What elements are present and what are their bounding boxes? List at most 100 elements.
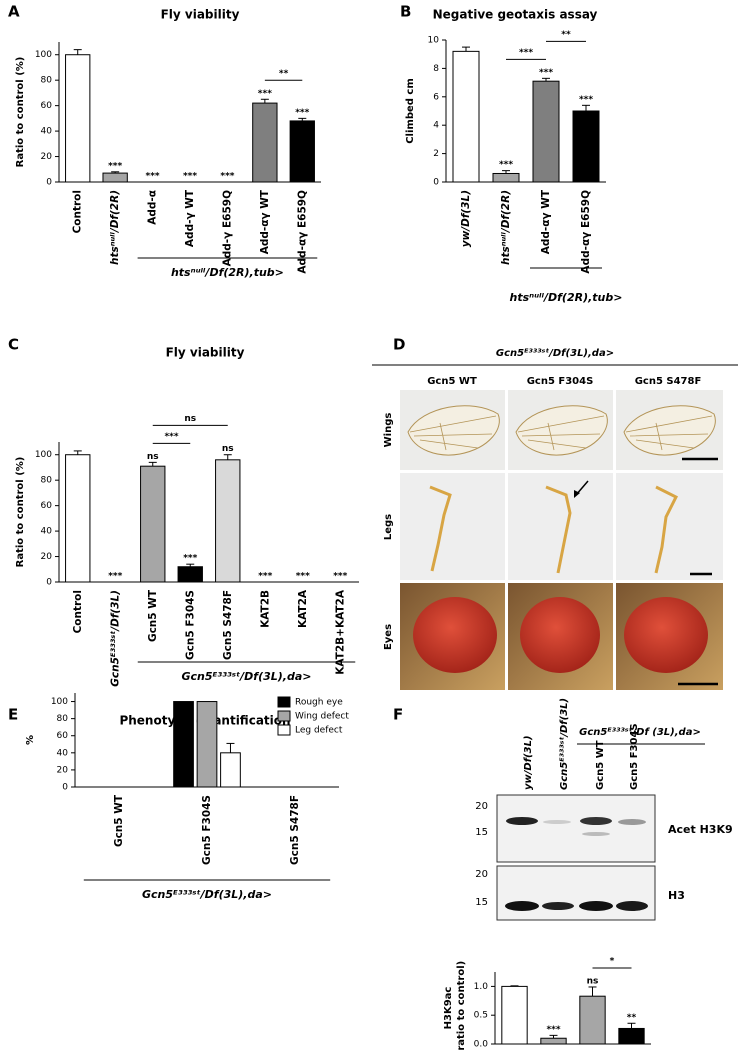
bar: [289, 120, 315, 183]
bar: [220, 752, 241, 788]
leg-photo: [616, 473, 723, 580]
legend-swatch: [277, 696, 291, 708]
bar: [65, 454, 91, 583]
x-tick-label: Gcn5 F304S: [201, 795, 213, 865]
y-tick-label: 20: [57, 765, 69, 775]
image-panel: D Gcn5ᴱ³³³ˢᵗ/Df(3L),da> Gcn5 WT Gcn5 F30…: [372, 336, 738, 690]
legend-label: Rough eye: [295, 698, 343, 708]
x-tick-label: Add-α: [147, 190, 159, 225]
group-label: Gcn5ᴱ³³³ˢᵗ/Df(3L),da>: [142, 888, 272, 901]
blot-band: [582, 832, 610, 836]
significance-label: ***: [579, 95, 593, 105]
bar: [177, 566, 203, 583]
y-tick-label: 0.5: [474, 1011, 488, 1021]
blot-band: [579, 901, 613, 911]
eye-photo: [400, 583, 505, 690]
y-tick-label: 100: [35, 450, 52, 460]
y-tick-label: 80: [57, 714, 69, 724]
bar: [196, 701, 218, 788]
blot-band: [543, 820, 571, 824]
y-tick-label: 6: [433, 92, 439, 102]
x-tick-label: Add-αγ E659Q: [580, 190, 592, 274]
group-label: htsⁿᵘˡˡ/Df(2R),tub>: [510, 291, 623, 304]
row-label: Eyes: [383, 624, 394, 650]
x-tick-label: yw/Df(3L): [460, 190, 472, 247]
significance-label: ***: [146, 172, 160, 182]
eye-photos: [400, 583, 723, 690]
x-tick-label: KAT2B: [259, 590, 271, 628]
panel-letter: A: [8, 3, 20, 21]
significance-label: ***: [258, 572, 272, 582]
chart-title: Negative geotaxis assay: [433, 8, 598, 22]
column-label: Gcn5 WT: [427, 376, 477, 387]
x-tick-label: Gcn5 S478F: [222, 590, 234, 660]
bar: [102, 172, 128, 183]
significance-label: ***: [295, 108, 309, 118]
bracket-label: **: [279, 69, 289, 79]
legend-label: Leg defect: [295, 726, 343, 736]
x-tick-label: Add-γ WT: [184, 189, 196, 247]
significance-label: ***: [296, 572, 310, 582]
significance-label: ***: [546, 1025, 560, 1035]
mw-marker: 15: [475, 897, 488, 908]
mw-marker: 20: [475, 869, 488, 880]
chart-title: Fly viability: [166, 346, 245, 360]
row-label: Wings: [383, 413, 394, 448]
x-tick-label: Gcn5 F304S: [184, 590, 196, 660]
legend-label: Wing defect: [295, 712, 349, 722]
leg-photos: [400, 473, 723, 580]
bracket-label: *: [610, 956, 615, 966]
wing-photos: [400, 390, 723, 470]
panel-letter: B: [400, 3, 411, 21]
significance-label: ***: [108, 161, 122, 171]
mw-marker: 20: [475, 801, 488, 812]
blot-panel: Gcn5ᴱ³³³ˢᵗ/Df (3L),da> yw/Df(3L) Gcn5ᴱ³³…: [475, 698, 733, 921]
y-tick-label: 100: [51, 697, 68, 707]
blot-band: [616, 901, 648, 911]
group-label: Gcn5ᴱ³³³ˢᵗ/Df(3L),da>: [181, 670, 311, 683]
x-tick-label: Gcn5 S478F: [289, 795, 301, 865]
bar: [572, 110, 600, 183]
bar: [215, 459, 241, 583]
eye-photo: [508, 583, 613, 690]
y-axis-label: %: [25, 735, 36, 745]
bar: [540, 1037, 567, 1045]
wing-photo: [508, 390, 613, 470]
x-tick-label: Add-αγ WT: [540, 189, 552, 254]
x-tick-label: Add-αγ WT: [259, 189, 271, 254]
column-label: Gcn5 F304S: [527, 376, 594, 387]
blot-image: [496, 794, 656, 863]
blot-label: Acet H3K9: [668, 823, 733, 836]
y-tick-label: 100: [35, 50, 52, 60]
significance-label: ns: [587, 976, 599, 986]
chart-title: Fly viability: [161, 8, 240, 22]
lane-label: Gcn5ᴱ³³³ˢᵗ/Df(3L): [559, 698, 570, 790]
y-tick-label: 0: [433, 178, 439, 188]
x-tick-label: KAT2A: [297, 589, 309, 628]
bar: [492, 172, 520, 183]
significance-label: ***: [539, 68, 553, 78]
bracket-label: ***: [519, 48, 533, 58]
y-axis-label: Ratio to control (%): [15, 457, 26, 568]
bar: [618, 1027, 645, 1045]
x-tick-label: htsⁿᵘˡˡ/Df(2R): [500, 190, 512, 265]
y-tick-label: 60: [57, 731, 69, 741]
blot-header: Gcn5ᴱ³³³ˢᵗ/Df (3L),da>: [579, 727, 701, 738]
significance-label: ns: [147, 452, 159, 462]
significance-label: ***: [183, 554, 197, 564]
x-tick-label: KAT2B+KAT2A: [334, 589, 346, 675]
group-label: htsⁿᵘˡˡ/Df(2R),tub>: [171, 266, 284, 279]
column-label: Gcn5 S478F: [635, 376, 702, 387]
blot-band: [506, 817, 538, 825]
y-tick-label: 2: [433, 149, 439, 159]
leg-photo: [508, 473, 613, 580]
row-label: Legs: [383, 514, 394, 540]
x-tick-label: Add-γ E659Q: [221, 190, 233, 266]
y-tick-label: 80: [41, 76, 53, 86]
blot-image: [496, 865, 656, 921]
y-tick-label: 10: [428, 36, 440, 46]
x-tick-label: Control: [72, 590, 84, 633]
bracket-label: **: [561, 30, 571, 40]
bar: [140, 465, 166, 583]
